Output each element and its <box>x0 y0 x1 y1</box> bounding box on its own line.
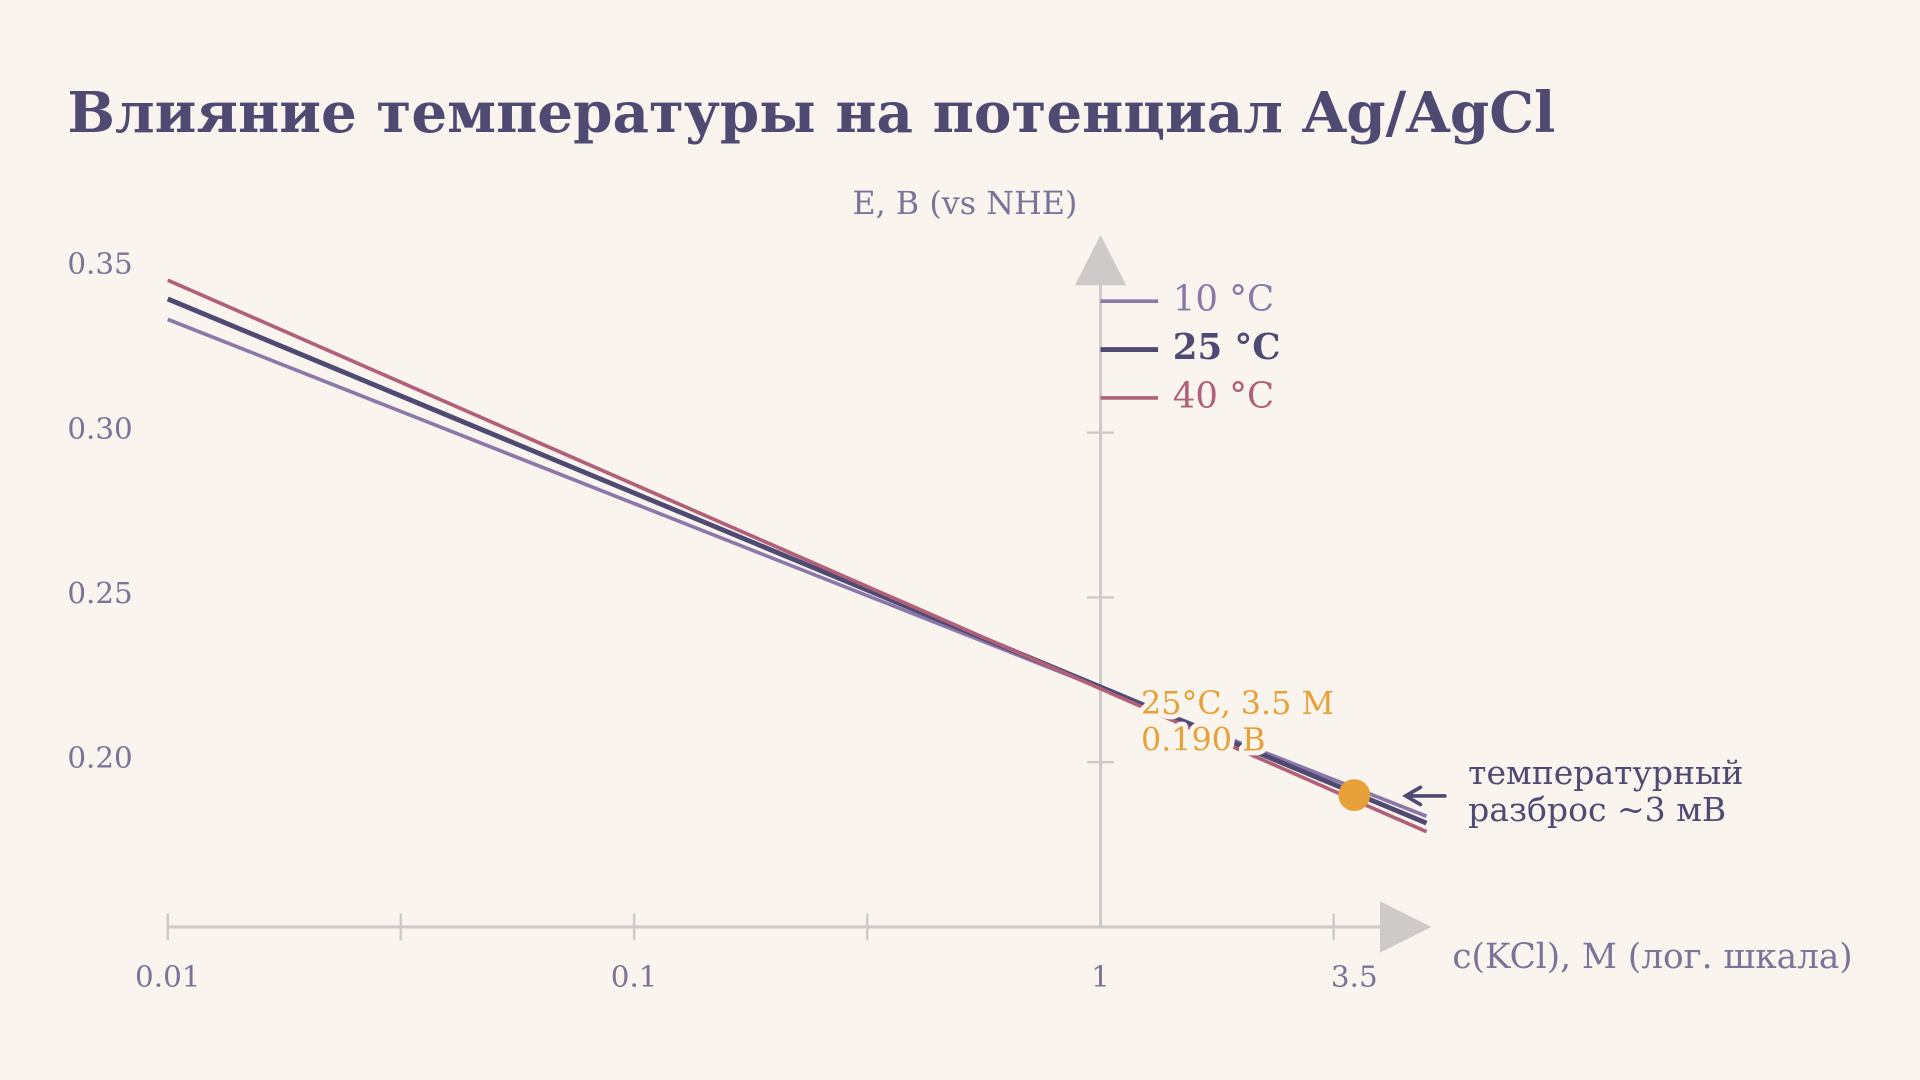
note-arrow <box>1402 785 1447 807</box>
note-text: температурный <box>1468 753 1743 792</box>
y-tick-label: 0.20 <box>67 741 132 775</box>
x-tick-label: 3.5 <box>1331 959 1378 993</box>
legend-label: 40 °C <box>1173 375 1274 416</box>
x-axis-arrow <box>1380 901 1432 953</box>
y-tick-label: 0.30 <box>67 411 132 445</box>
highlight-label: 25°C, 3.5 M <box>1141 684 1334 722</box>
x-tick-label: 0.01 <box>135 959 200 993</box>
series-line <box>167 278 1428 834</box>
chart-title: Влияние температуры на потенциал Ag/AgCl <box>67 80 1555 146</box>
x-axis-label: c(KCl), M (лог. шкала) <box>1452 937 1852 977</box>
x-tick-label: 1 <box>1091 959 1110 993</box>
y-tick-label: 0.25 <box>67 576 132 610</box>
highlight-point <box>1338 779 1371 812</box>
series-line <box>166 296 1428 826</box>
y-axis-arrow <box>1074 235 1127 286</box>
legend-label: 10 °C <box>1173 279 1274 320</box>
legend-label: 25 °C <box>1173 327 1281 368</box>
highlight-label: 0.190 В <box>1141 721 1266 759</box>
series-line <box>167 317 1428 818</box>
x-tick-label: 0.1 <box>611 959 658 993</box>
y-tick-label: 0.35 <box>67 247 132 281</box>
y-axis-label: E, В (vs NHE) <box>852 184 1077 222</box>
note-text: разброс ~3 мВ <box>1468 790 1726 829</box>
